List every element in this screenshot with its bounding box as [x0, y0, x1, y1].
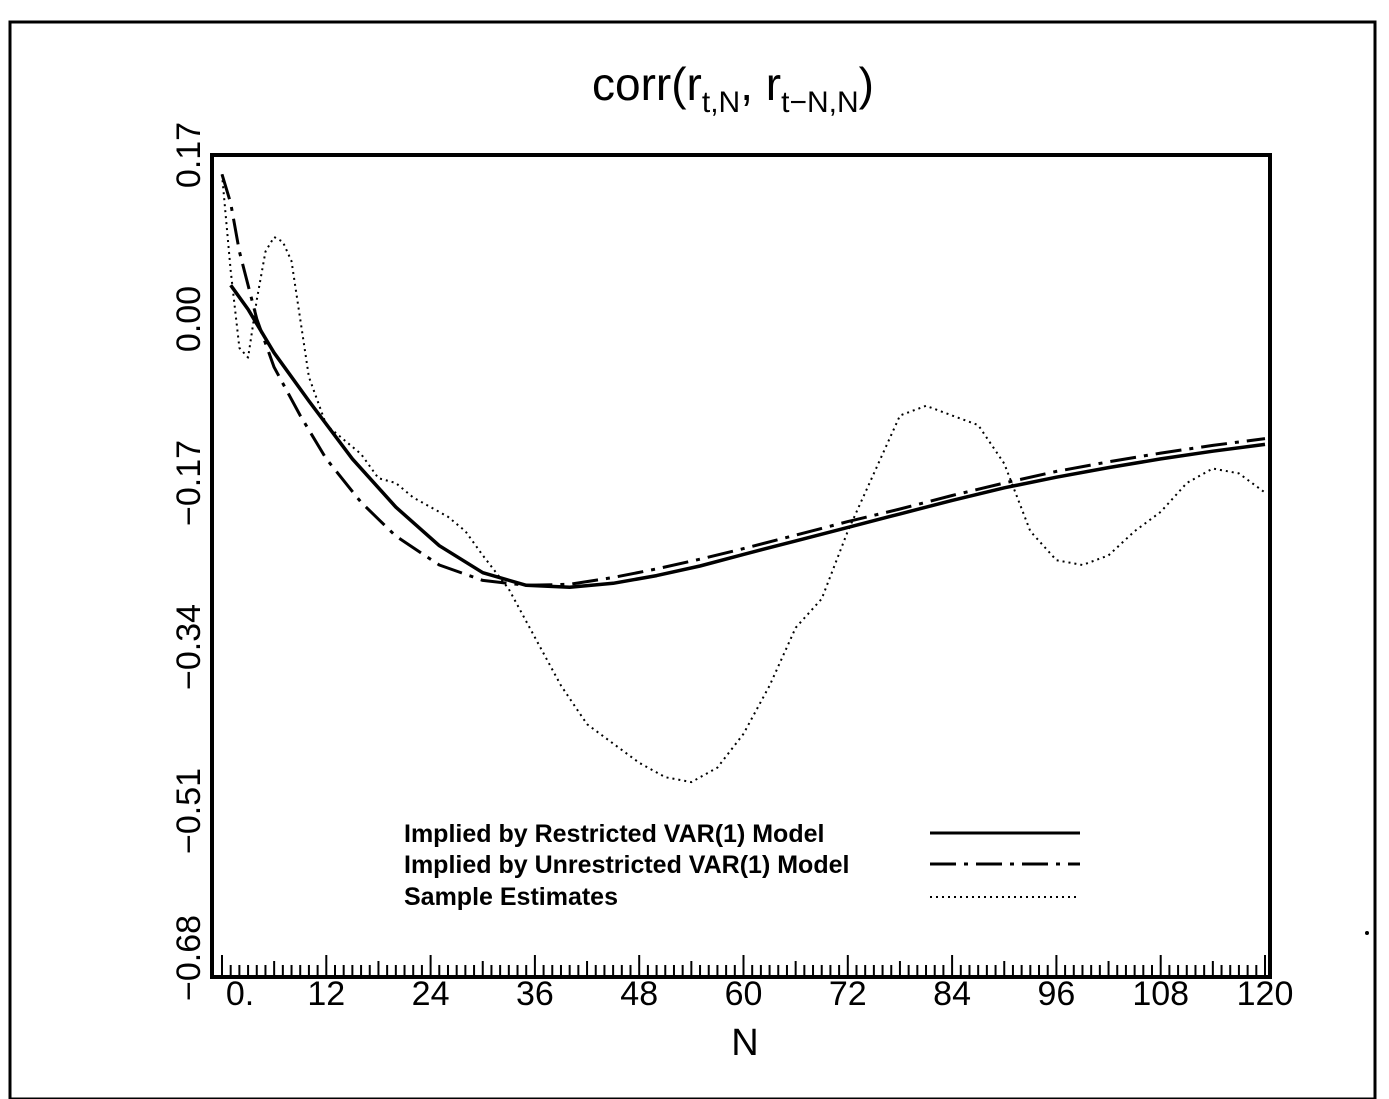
x-tick-label: 48 — [620, 975, 658, 1013]
legend-label-unrestricted: Implied by Unrestricted VAR(1) Model — [404, 851, 849, 879]
x-tick-label: 60 — [725, 975, 763, 1013]
x-minor-ticks — [221, 955, 1266, 975]
y-tick-label: −0.68 — [170, 915, 208, 1001]
x-tick-label: 120 — [1237, 975, 1294, 1013]
y-tick-label: 0.00 — [170, 286, 208, 352]
series-line-unrestricted — [220, 173, 1266, 587]
y-tick-label: −0.34 — [170, 604, 208, 690]
plot-area — [210, 153, 1272, 979]
x-tick-labels: 0. 12 24 36 48 60 72 84 96 108 120 — [226, 975, 1294, 1013]
x-tick-label: 0. — [226, 975, 254, 1013]
x-tick-label: 12 — [307, 975, 345, 1013]
x-axis-label: N — [731, 1022, 758, 1064]
y-tick-labels: −0.68 −0.51 −0.34 −0.17 0.00 0.17 — [170, 122, 208, 1001]
y-tick-label: −0.51 — [170, 768, 208, 854]
x-tick-label: 36 — [516, 975, 554, 1013]
scan-speck — [1365, 931, 1369, 935]
legend: Implied by Restricted VAR(1) Model Impli… — [404, 820, 1080, 911]
x-tick-label: 24 — [412, 975, 450, 1013]
x-tick-label: 84 — [933, 975, 971, 1013]
series-lines — [220, 173, 1266, 784]
series-line-sample — [221, 174, 1266, 784]
series-line-restricted — [229, 284, 1266, 589]
legend-label-restricted: Implied by Restricted VAR(1) Model — [404, 820, 824, 848]
x-tick-label: 72 — [829, 975, 867, 1013]
legend-label-sample: Sample Estimates — [404, 883, 618, 911]
x-tick-label: 96 — [1037, 975, 1075, 1013]
figure-border — [8, 20, 1377, 1099]
chart-title: corr(rt,N, rt−N,N) — [592, 58, 874, 119]
x-tick-label: 108 — [1132, 975, 1189, 1013]
y-tick-label: −0.17 — [170, 440, 208, 526]
y-tick-label: 0.17 — [170, 122, 208, 188]
